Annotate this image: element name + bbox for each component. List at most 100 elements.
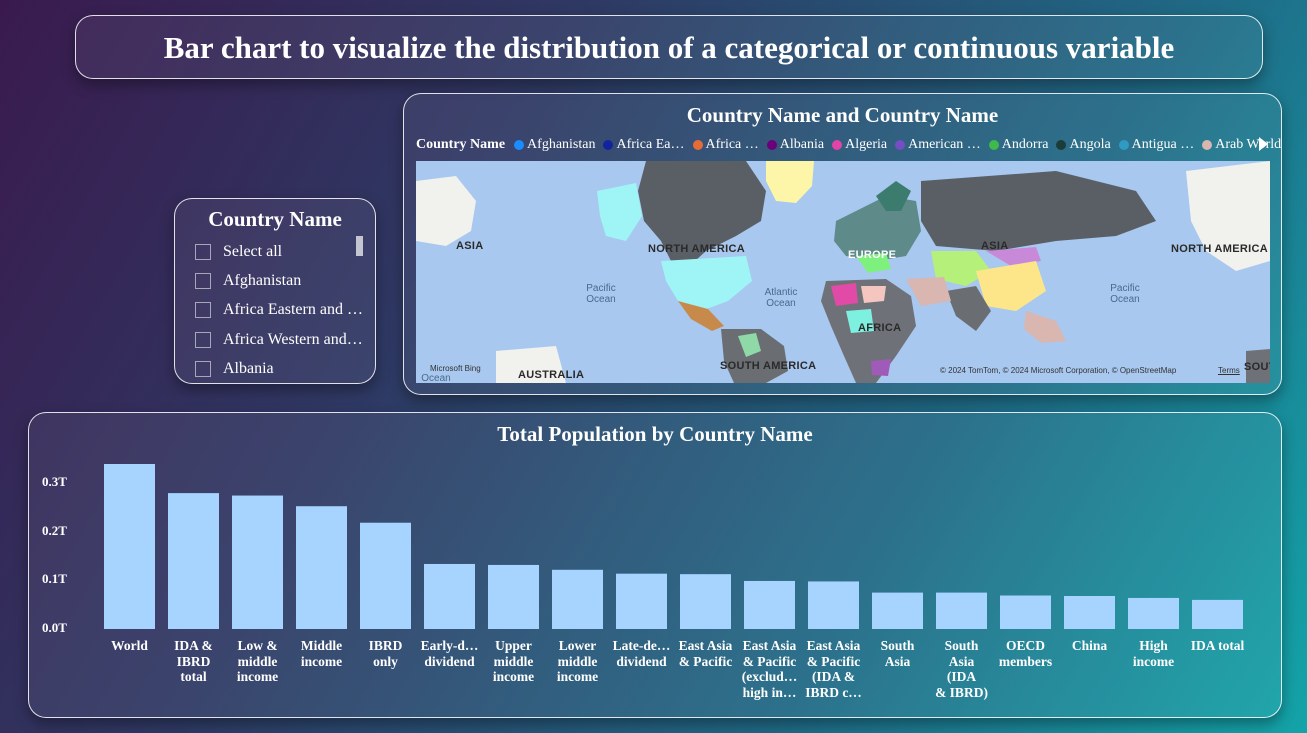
x-tick-label: Middle income xyxy=(293,638,351,669)
x-tick-label-line: & Pacific xyxy=(678,653,733,669)
x-tick-label-line: middle xyxy=(493,653,534,669)
x-tick-label-line: members xyxy=(998,653,1053,669)
x-tick-label-line: IBRD xyxy=(176,653,211,669)
x-tick-label-line: IBRD c… xyxy=(805,684,862,700)
region-north-america-right xyxy=(1186,161,1270,271)
bar[interactable] xyxy=(360,522,411,629)
legend-next-arrow-icon[interactable] xyxy=(1259,137,1268,151)
checkbox[interactable] xyxy=(195,244,211,260)
legend-item[interactable]: Antigua … xyxy=(1118,137,1194,153)
x-tick-label: IBRD only xyxy=(357,638,415,669)
slicer-item-afghanistan[interactable]: Afghanistan xyxy=(195,271,368,291)
x-tick-label-line: East Asia xyxy=(806,638,861,653)
legend-item[interactable]: Africa … xyxy=(692,137,759,153)
bar[interactable] xyxy=(1192,599,1243,629)
bar[interactable] xyxy=(296,506,347,629)
checkbox[interactable] xyxy=(195,332,211,348)
legend-dot-icon xyxy=(692,140,703,150)
bar[interactable] xyxy=(488,564,539,629)
x-tick-label-line: South xyxy=(880,638,915,653)
x-tick-label-line: Late-de… xyxy=(612,638,671,653)
checkbox[interactable] xyxy=(195,302,211,318)
legend-item[interactable]: American … xyxy=(895,137,981,153)
legend-item[interactable]: Angola xyxy=(1056,137,1111,153)
x-tick-label-line: South xyxy=(944,638,979,653)
legend-dot-icon xyxy=(988,140,999,150)
slicer-item-africa-eastern[interactable]: Africa Eastern and … xyxy=(195,300,368,320)
legend-label: Afghanistan xyxy=(527,137,596,152)
bar[interactable] xyxy=(616,573,667,629)
title-card: Bar chart to visualize the distribution … xyxy=(75,15,1263,79)
bar[interactable] xyxy=(872,592,923,629)
x-tick-label-line: dividend xyxy=(424,653,475,669)
legend-item[interactable]: Arab World xyxy=(1202,137,1281,153)
bar[interactable] xyxy=(936,592,987,629)
map-title: Country Name and Country Name xyxy=(686,103,999,127)
x-tick-label: East Asia & Pacific xyxy=(677,638,735,669)
page-title: Bar chart to visualize the distribution … xyxy=(163,30,1175,65)
legend-item[interactable]: Andorra xyxy=(988,137,1049,153)
y-tick-label: 0.1T xyxy=(42,571,67,587)
slicer-item-albania[interactable]: Albania xyxy=(195,359,368,379)
region-mongolia xyxy=(986,247,1041,266)
bar[interactable] xyxy=(232,495,283,629)
bar[interactable] xyxy=(1128,597,1179,629)
checkbox[interactable] xyxy=(195,273,211,289)
x-tick-label-line: Asia (IDA xyxy=(946,653,977,685)
map-terms-link[interactable]: Terms xyxy=(1218,366,1240,375)
x-tick-label-line: Asia xyxy=(884,653,911,669)
region-scandinavia xyxy=(876,181,911,211)
region-europe xyxy=(834,196,921,261)
region-central-europe xyxy=(856,253,891,273)
bar[interactable] xyxy=(1064,596,1115,629)
x-tick-label: IDA & IBRD total xyxy=(165,638,223,685)
bar[interactable] xyxy=(552,569,603,629)
slicer-item-select-all[interactable]: Select all xyxy=(195,242,368,262)
x-tick-label-line: East Asia xyxy=(678,638,733,653)
x-tick-label-line: Early-d… xyxy=(420,638,479,653)
legend-item[interactable]: Albania xyxy=(766,137,824,153)
legend-item[interactable]: Afghanistan xyxy=(514,137,595,153)
country-slicer[interactable]: Country Name Select all Afghanistan Afri… xyxy=(174,198,376,384)
slicer-item-label: Africa Eastern and … xyxy=(223,301,363,318)
x-tick-label-line: income xyxy=(556,669,599,684)
legend-dot-icon xyxy=(514,140,525,150)
legend-item[interactable]: Africa Ea… xyxy=(603,137,685,153)
bar[interactable] xyxy=(104,464,155,629)
map-label-ocean-bottom: Ocean xyxy=(421,373,451,383)
region-india xyxy=(946,286,991,331)
region-kazakhstan xyxy=(931,251,991,286)
bing-logo: Microsoft Bing xyxy=(430,364,481,373)
region-canada xyxy=(638,161,766,271)
x-tick-label: World xyxy=(101,638,159,654)
region-southeast-asia xyxy=(1024,311,1066,343)
x-tick-label: South Asia xyxy=(869,638,927,669)
bar[interactable] xyxy=(680,574,731,629)
x-tick-label-line: Upper xyxy=(495,638,532,653)
legend-item[interactable]: Algeria xyxy=(832,137,887,153)
slicer-scrollbar[interactable] xyxy=(356,236,363,256)
x-tick-label-line: IDA total xyxy=(1190,638,1245,653)
x-tick-label-line: Lower xyxy=(558,638,597,653)
bar[interactable] xyxy=(424,563,475,629)
y-tick-label: 0.0T xyxy=(42,620,67,635)
x-tick-label-line: & IBRD) xyxy=(935,684,988,700)
slicer-item-label: Select all xyxy=(223,243,283,260)
map-label-europe: EUROPE xyxy=(848,249,897,261)
bar[interactable] xyxy=(744,580,795,629)
bar[interactable] xyxy=(168,493,219,629)
filled-map[interactable]: ASIA NORTH AMERICA EUROPE ASIA NORTH AME… xyxy=(416,161,1270,383)
x-tick-label-line: income xyxy=(236,669,279,684)
x-tick-label: Lower middle income xyxy=(549,638,607,685)
slicer-item-africa-western[interactable]: Africa Western and… xyxy=(195,330,368,350)
map-label-south-america: SOUTH AMERICA xyxy=(720,360,817,372)
checkbox[interactable] xyxy=(195,361,211,377)
x-tick-label: High income xyxy=(1125,638,1183,669)
bar[interactable] xyxy=(1000,595,1051,629)
x-tick-label: OECD members xyxy=(997,638,1055,669)
map-label-australia: AUSTRALIA xyxy=(518,369,585,381)
bar[interactable] xyxy=(808,581,859,629)
x-tick-label: Late-de… dividend xyxy=(613,638,671,669)
legend-label: Andorra xyxy=(1001,137,1049,152)
map-attribution[interactable]: © 2024 TomTom, © 2024 Microsoft Corporat… xyxy=(940,366,1177,375)
